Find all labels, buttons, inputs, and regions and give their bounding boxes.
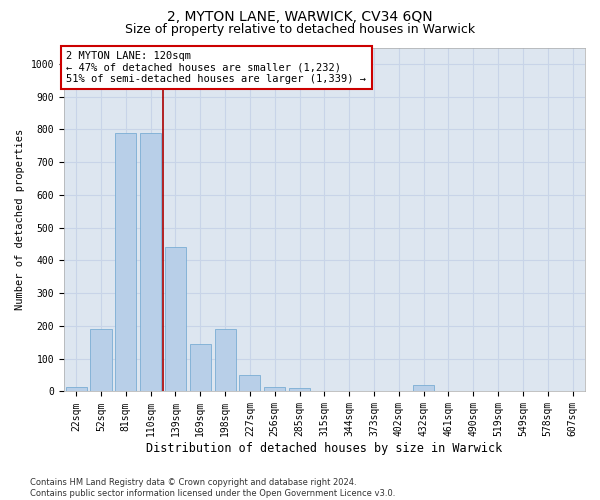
Bar	[165, 248, 186, 392]
Bar	[215, 328, 236, 392]
Text: Size of property relative to detached houses in Warwick: Size of property relative to detached ho…	[125, 22, 475, 36]
Text: Contains HM Land Registry data © Crown copyright and database right 2024.
Contai: Contains HM Land Registry data © Crown c…	[30, 478, 395, 498]
Text: 2 MYTON LANE: 120sqm
← 47% of detached houses are smaller (1,232)
51% of semi-de: 2 MYTON LANE: 120sqm ← 47% of detached h…	[67, 51, 367, 84]
Bar	[190, 344, 211, 392]
Bar	[413, 385, 434, 392]
Bar	[140, 132, 161, 392]
Bar	[239, 375, 260, 392]
Bar	[65, 387, 87, 392]
Bar	[91, 329, 112, 392]
Bar	[289, 388, 310, 392]
Bar	[115, 132, 136, 392]
Y-axis label: Number of detached properties: Number of detached properties	[15, 129, 25, 310]
Bar	[264, 387, 285, 392]
X-axis label: Distribution of detached houses by size in Warwick: Distribution of detached houses by size …	[146, 442, 503, 455]
Text: 2, MYTON LANE, WARWICK, CV34 6QN: 2, MYTON LANE, WARWICK, CV34 6QN	[167, 10, 433, 24]
